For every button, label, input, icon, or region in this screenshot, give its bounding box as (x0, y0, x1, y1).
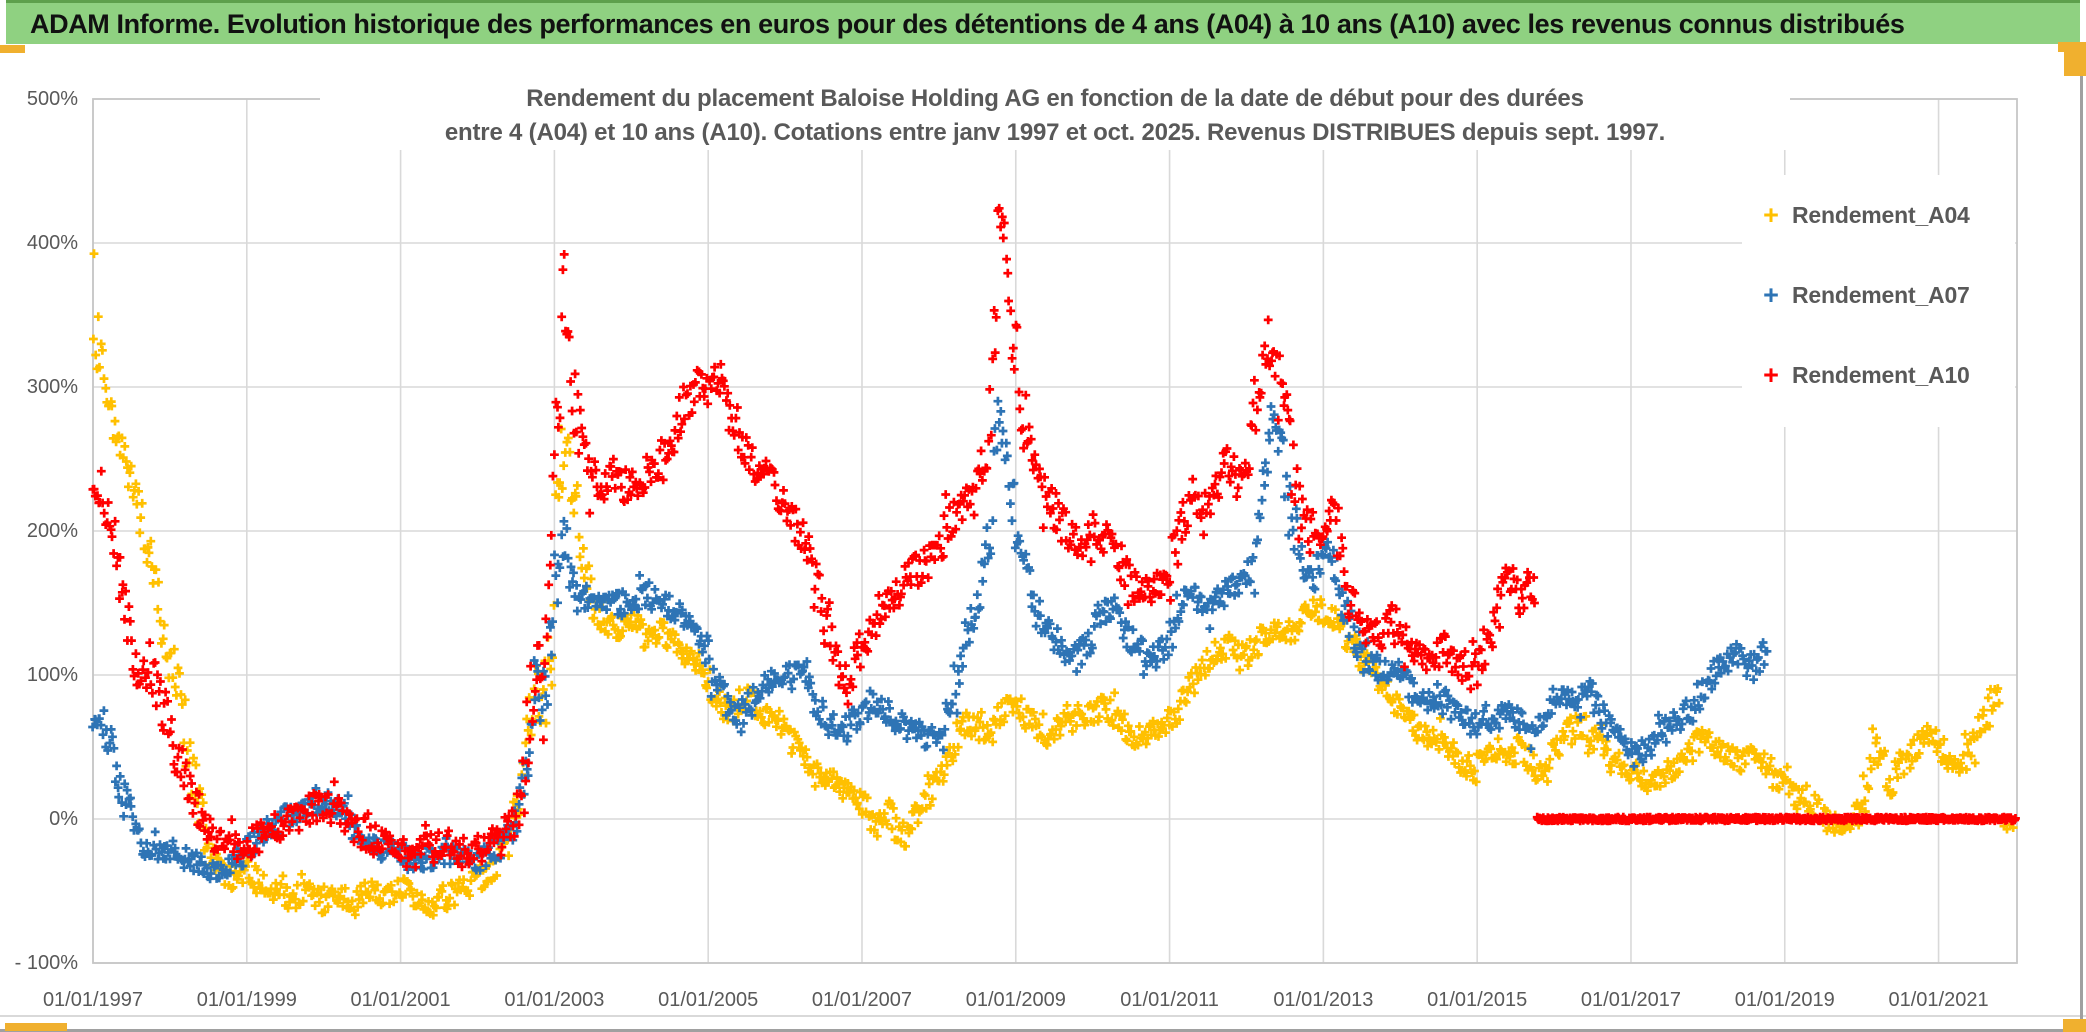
window-border-right (2080, 76, 2083, 1032)
x-tick-label: 01/01/1999 (196, 989, 297, 1011)
legend-item-Rendement_A10[interactable]: + Rendement_A10 (1742, 335, 2015, 415)
zero-line-points (1532, 812, 2020, 826)
legend-label: Rendement_A10 (1792, 361, 1970, 388)
window-border-bottom (0, 1029, 2086, 1032)
x-tick-label: 01/01/2017 (1580, 989, 1682, 1011)
header-bar: ADAM Informe. Evolution historique des p… (6, 0, 2080, 44)
legend[interactable]: + Rendement_A04 + Rendement_A07 + Rendement_A… (1742, 175, 2015, 427)
plus-marker-icon: + (1763, 279, 1779, 310)
chart-title: Rendement du placement Baloise Holding A… (526, 85, 1584, 112)
legend-item-Rendement_A07[interactable]: + Rendement_A07 (1742, 255, 2015, 335)
x-tick-label: 01/01/2003 (504, 989, 605, 1011)
x-tick-label: 01/01/2009 (965, 989, 1066, 1011)
x-tick-label: 01/01/2007 (811, 989, 913, 1011)
chart-subtitle: entre 4 (A04) et 10 ans (A10). Cotations… (444, 119, 1666, 146)
x-tick-label: 01/01/2015 (1427, 989, 1528, 1011)
legend-label: Rendement_A04 (1792, 201, 1970, 228)
x-tick-label: 01/01/2021 (1888, 989, 1989, 1011)
x-tick-label: 01/01/2011 (1120, 989, 1219, 1011)
y-tick-label: 200% (26, 520, 78, 542)
x-tick-label: 01/01/1997 (42, 989, 144, 1011)
plus-marker-icon: + (1763, 359, 1779, 390)
y-tick-label: - 100% (14, 952, 78, 974)
y-tick-label: 400% (26, 232, 78, 254)
accent-block (2064, 44, 2086, 76)
accent-block (0, 45, 25, 53)
x-tick-label: 01/01/2013 (1273, 989, 1374, 1011)
accent-block (2063, 1019, 2086, 1032)
y-tick-label: 0% (49, 808, 78, 830)
x-tick-label: 01/01/2019 (1734, 989, 1835, 1011)
legend-item-Rendement_A04[interactable]: + Rendement_A04 (1742, 175, 2015, 255)
legend-label: Rendement_A07 (1792, 281, 1970, 308)
bottom-separator (0, 1015, 2086, 1017)
series-Rendement_A10-points (88, 203, 1539, 872)
x-tick-label: 01/01/2001 (350, 989, 451, 1011)
y-tick-label: 300% (26, 376, 78, 398)
header-title: ADAM Informe. Evolution historique des p… (30, 9, 1905, 39)
plus-marker-icon: + (1763, 199, 1779, 230)
accent-block (5, 1023, 67, 1031)
y-tick-label: 100% (26, 664, 78, 686)
chart-title-block: Rendement du placement Baloise Holding A… (320, 82, 1790, 150)
y-tick-label: 500% (26, 88, 78, 110)
x-tick-label: 01/01/2005 (658, 989, 759, 1011)
